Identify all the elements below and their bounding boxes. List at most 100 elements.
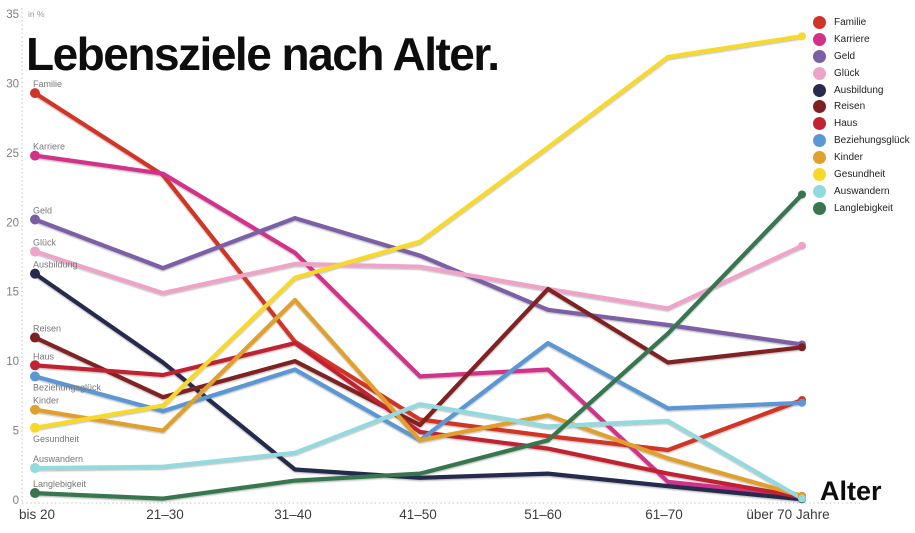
legend-label-geld: Geld	[834, 50, 856, 62]
legend: Familie Karriere Geld Glück Ausbildung Reisen…	[813, 14, 915, 217]
legend-label-reisen: Reisen	[834, 101, 866, 113]
legend-item-reisen: Reisen	[813, 98, 915, 115]
series-end-dot-gesundheit	[798, 32, 806, 41]
series-start-dot-beziehungsglueck	[30, 371, 40, 382]
series-start-dot-auswandern	[30, 463, 40, 474]
series-inline-label-geld: Geld	[33, 206, 52, 216]
legend-swatch-gesundheit	[813, 167, 826, 181]
x-category-label-bis-20: bis 20	[19, 507, 55, 522]
series-inline-label-gesundheit: Gesundheit	[33, 434, 80, 444]
legend-swatch-auswandern	[813, 184, 826, 198]
series-end-dot-auswandern	[798, 494, 806, 503]
series-line-gesundheit	[32, 34, 805, 430]
y-tick-label-5: 5	[13, 426, 19, 438]
legend-swatch-kinder	[813, 151, 826, 165]
legend-swatch-langlebigkeit	[813, 201, 826, 215]
series-start-dot-glueck	[30, 246, 40, 257]
series-line-kinder	[32, 297, 805, 498]
y-axis-unit-label: in %	[28, 9, 45, 19]
series-start-dot-ausbildung	[30, 268, 40, 279]
series-line-glueck	[32, 243, 805, 311]
series-line-reisen	[32, 286, 805, 428]
series-inline-label-glueck: Glück	[33, 237, 57, 247]
x-axis-title: Alter	[820, 476, 882, 506]
y-tick-label-20: 20	[6, 217, 19, 229]
series-line-karriere	[32, 153, 805, 498]
series-end-dot-langlebigkeit	[798, 190, 806, 199]
series-line-geld	[32, 216, 805, 347]
x-category-label-ueber-70-jahre: über 70 Jahre	[746, 507, 829, 522]
legend-swatch-reisen	[813, 100, 826, 114]
series-start-dot-karriere	[30, 150, 40, 161]
legend-item-auswandern: Auswandern	[813, 183, 915, 200]
series-end-dot-glueck	[798, 241, 806, 250]
series-line-langlebigkeit	[32, 192, 805, 501]
series-line-familie	[32, 91, 805, 453]
series-start-dot-reisen	[30, 332, 40, 343]
legend-item-gesundheit: Gesundheit	[813, 166, 915, 183]
legend-swatch-ausbildung	[813, 83, 826, 97]
legend-swatch-karriere	[813, 32, 826, 46]
legend-label-karriere: Karriere	[834, 33, 870, 45]
y-tick-label-30: 30	[6, 78, 19, 90]
legend-item-haus: Haus	[813, 115, 915, 132]
series-line-auswandern	[32, 402, 805, 501]
legend-label-glueck: Glück	[834, 67, 860, 79]
series-inline-label-familie: Familie	[33, 79, 62, 89]
series-inline-label-karriere: Karriere	[33, 142, 65, 152]
series-end-dot-beziehungsglueck	[798, 398, 806, 407]
y-tick-label-25: 25	[6, 148, 19, 160]
series-line-haus	[32, 341, 805, 500]
series-inline-label-auswandern: Auswandern	[33, 454, 83, 464]
legend-item-geld: Geld	[813, 48, 915, 65]
legend-item-glueck: Glück	[813, 65, 915, 82]
legend-label-haus: Haus	[834, 118, 858, 130]
legend-swatch-haus	[813, 117, 826, 131]
y-tick-label-15: 15	[6, 287, 19, 299]
legend-item-familie: Familie	[813, 14, 915, 31]
y-tick-label-10: 10	[6, 356, 19, 368]
legend-item-beziehungsglueck: Beziehungsglück	[813, 132, 915, 149]
legend-item-ausbildung: Ausbildung	[813, 82, 915, 99]
legend-label-familie: Familie	[834, 16, 867, 28]
legend-label-langlebigkeit: Langlebigkeit	[834, 202, 893, 214]
x-category-label-31-40: 31–40	[274, 507, 312, 522]
series-inline-label-langlebigkeit: Langlebigkeit	[33, 479, 87, 489]
x-category-label-51-60: 51–60	[524, 507, 562, 522]
series-inline-label-beziehungsglueck: Beziehungsglück	[33, 382, 102, 392]
legend-label-auswandern: Auswandern	[834, 185, 890, 197]
y-tick-label-35: 35	[6, 9, 19, 21]
legend-item-karriere: Karriere	[813, 31, 915, 48]
y-tick-label-0: 0	[13, 495, 19, 507]
series-start-dot-gesundheit	[30, 422, 40, 433]
chart-title: Lebensziele nach Alter.	[26, 28, 500, 80]
axes	[21, 8, 862, 504]
series-start-dot-familie	[30, 88, 40, 99]
series-start-dot-geld	[30, 214, 40, 225]
legend-label-beziehungsglueck: Beziehungsglück	[834, 135, 910, 147]
legend-swatch-glueck	[813, 66, 826, 80]
series-start-dot-haus	[30, 360, 40, 371]
series-inline-labels: Familie Karriere Geld Glück Ausbildung Reisen…	[33, 79, 102, 489]
series-lines	[32, 34, 805, 502]
axis-labels: 0 5 10 15 20 25 30 35 in % bis 20 21–30 31–40 41–50 5…	[6, 9, 829, 522]
series-inline-label-ausbildung: Ausbildung	[33, 260, 78, 270]
legend-label-kinder: Kinder	[834, 152, 863, 164]
series-inline-label-reisen: Reisen	[33, 324, 61, 334]
x-category-label-41-50: 41–50	[399, 507, 437, 522]
legend-label-gesundheit: Gesundheit	[834, 168, 886, 180]
series-inline-label-haus: Haus	[33, 351, 55, 361]
legend-label-ausbildung: Ausbildung	[834, 84, 884, 96]
legend-item-kinder: Kinder	[813, 149, 915, 166]
series-start-dot-kinder	[30, 404, 40, 415]
legend-swatch-geld	[813, 49, 826, 63]
legend-item-langlebigkeit: Langlebigkeit	[813, 200, 915, 217]
series-end-dot-reisen	[798, 343, 806, 352]
series-inline-label-kinder: Kinder	[33, 396, 59, 406]
x-category-label-21-30: 21–30	[146, 507, 184, 522]
series-line-ausbildung	[32, 271, 805, 502]
x-category-label-61-70: 61–70	[645, 507, 683, 522]
series-start-dot-langlebigkeit	[30, 488, 40, 499]
